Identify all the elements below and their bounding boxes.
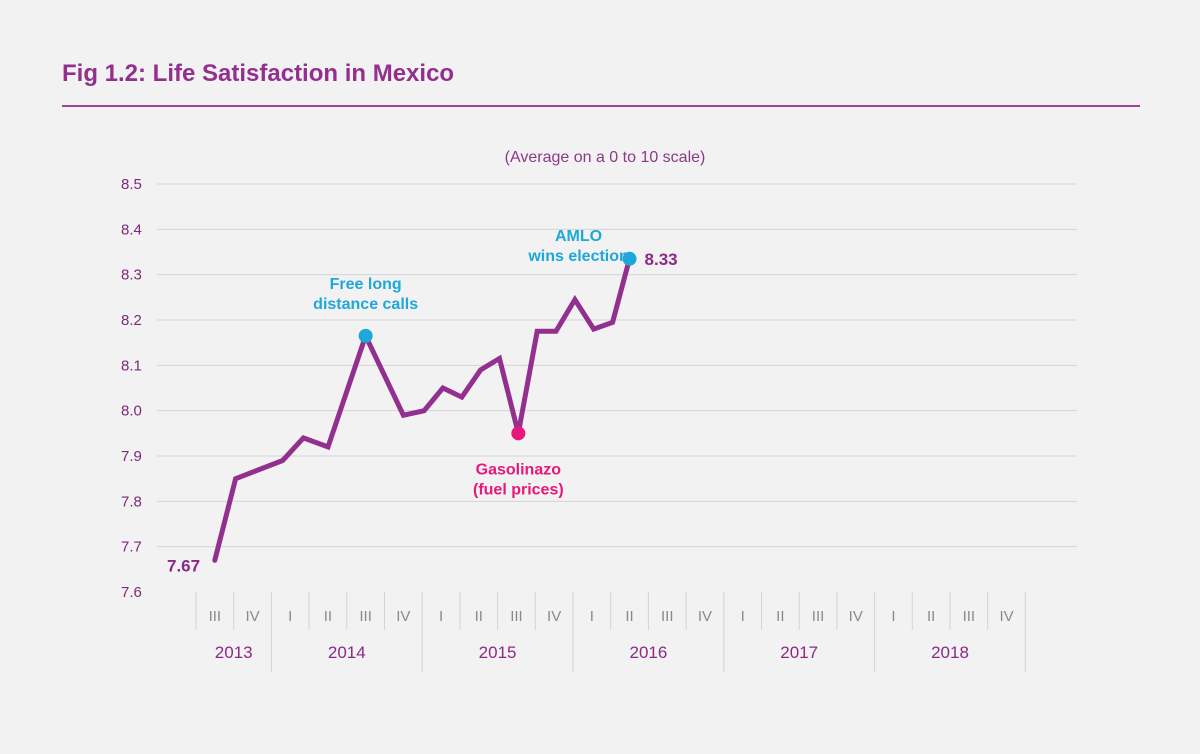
x-tick-label: III [661,608,674,625]
year-label: 2017 [780,643,818,662]
x-tick-label: I [439,608,443,625]
annotation-label: distance calls [313,296,418,313]
x-tick-label: II [475,608,483,625]
x-tick-label: IV [245,608,259,625]
series-line [212,256,632,563]
year-label: 2015 [479,643,517,662]
x-tick-label: I [288,608,292,625]
y-tick-label: 7.8 [121,493,142,510]
end-value-label: 8.33 [645,250,678,269]
year-label: 2014 [328,643,366,662]
year-label: 2016 [629,643,667,662]
x-tick-label: II [927,608,935,625]
x-tick-label: III [812,608,825,625]
x-tick-label: III [209,608,222,625]
annotation-marker [511,426,526,441]
annotation-label: AMLO [555,228,602,245]
x-tick-label: II [625,608,633,625]
y-tick-label: 8.5 [121,176,142,193]
y-tick-label: 8.3 [121,267,142,284]
chart-subtitle: (Average on a 0 to 10 scale) [505,149,706,166]
annotation-label: Free long [330,276,402,293]
annotation-label: (fuel prices) [473,481,564,498]
y-tick-label: 8.1 [121,357,142,374]
x-tick-label: III [963,608,976,625]
title-divider [62,105,1140,107]
x-tick-label: IV [999,608,1013,625]
x-tick-label: I [590,608,594,625]
figure-title: Fig 1.2: Life Satisfaction in Mexico [62,60,455,87]
x-axis: III IV I II III IV I II III IV I II III IV I II III IV I II… [195,592,1026,672]
start-value-label: 7.67 [167,556,200,575]
x-tick-label: IV [849,608,863,625]
x-tick-label: IV [547,608,561,625]
y-tick-label: 8.2 [121,312,142,329]
annotation-label: Gasolinazo [476,461,562,478]
y-tick-label: 8.0 [121,403,142,420]
annotation-marker [358,328,373,343]
gridlines [157,183,1077,548]
year-label: 2018 [931,643,969,662]
annotations: Free long distance calls Gasolinazo (fuel p… [167,228,678,575]
annotation-marker [622,251,637,266]
year-label: 2013 [215,643,253,662]
x-tick-label: III [359,608,372,625]
x-tick-label: IV [396,608,410,625]
annotation-label: wins election [527,248,628,265]
x-tick-label: II [324,608,332,625]
x-tick-label: III [510,608,523,625]
x-tick-label: I [741,608,745,625]
y-tick-label: 7.9 [121,448,142,465]
y-tick-label: 7.7 [121,539,142,556]
life-satisfaction-line [212,256,632,563]
y-tick-label: 7.6 [121,584,142,601]
x-tick-label: IV [698,608,712,625]
y-axis-ticks: 8.5 8.4 8.3 8.2 8.1 8.0 7.9 7.8 7.7 7.6 [121,176,142,601]
y-tick-label: 8.4 [121,221,142,238]
x-tick-label: II [776,608,784,625]
x-tick-label: I [891,608,895,625]
